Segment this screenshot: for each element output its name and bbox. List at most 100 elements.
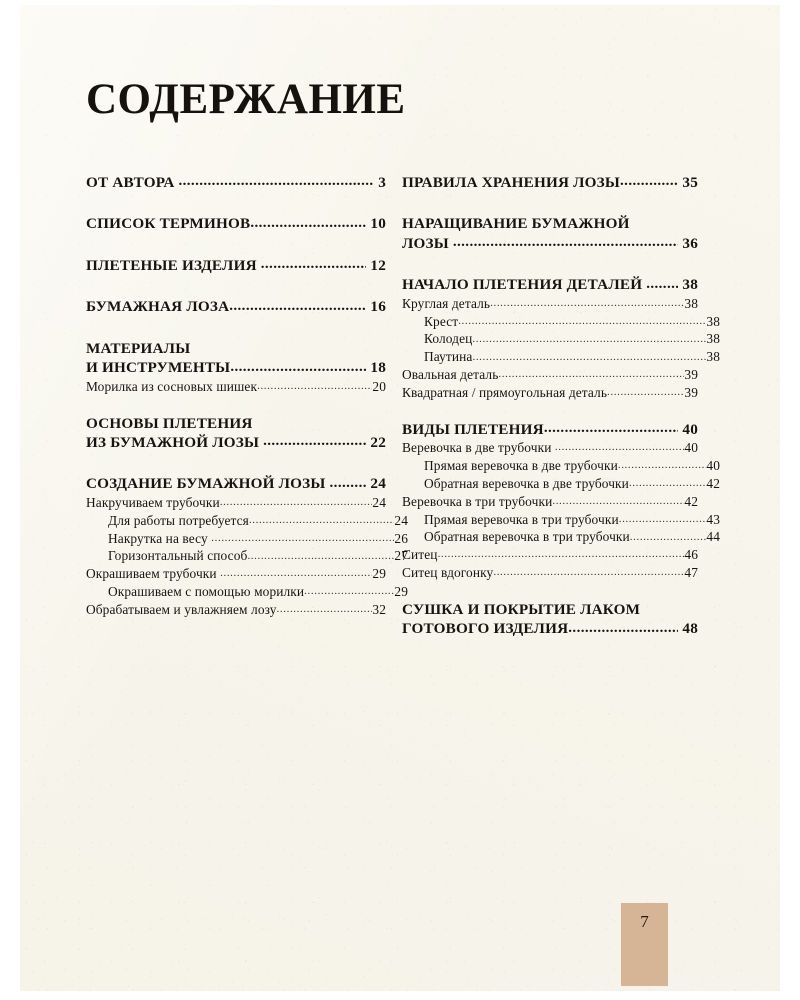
toc-entry-page-number: 12: [370, 256, 386, 274]
toc-entry-sub-level-2[interactable]: Крест...................................…: [402, 313, 720, 331]
toc-entry-label: ПРАВИЛА ХРАНЕНИЯ ЛОЗЫ: [402, 174, 621, 191]
dot-leader: ........................................…: [178, 173, 374, 190]
toc-entry-sub-level-2[interactable]: Колодец.................................…: [402, 330, 720, 348]
toc-entry-sub-level-1[interactable]: Круглая деталь..........................…: [402, 295, 698, 313]
dot-leader: ........................................…: [490, 297, 685, 310]
toc-entry-heading[interactable]: ЛОЗЫ ...................................…: [402, 234, 698, 253]
toc-entry-heading[interactable]: НАЧАЛО ПЛЕТЕНИЯ ДЕТАЛЕЙ ................…: [402, 275, 698, 294]
toc-entry-label: СУШКА И ПОКРЫТИЕ ЛАКОМ: [402, 600, 641, 618]
toc-entry-label: Окрашиваем с помощью морилки: [108, 584, 305, 600]
toc-entry-label: Квадратная / прямоугольная деталь: [402, 384, 608, 400]
page-number-tab: 7: [621, 903, 668, 986]
toc-entry-sub-level-2[interactable]: Прямая веревочка в две трубочки.........…: [402, 457, 720, 475]
toc-entry-sub-level-1[interactable]: Ситец вдогонку..........................…: [402, 564, 698, 582]
toc-entry-sub-level-2[interactable]: Обратная веревочка в две трубочки.......…: [402, 475, 720, 493]
toc-section: БУМАЖНАЯ ЛОЗА...........................…: [86, 297, 386, 316]
toc-entry-heading[interactable]: ПРАВИЛА ХРАНЕНИЯ ЛОЗЫ...................…: [402, 173, 698, 192]
dot-leader: ........................................…: [329, 474, 367, 491]
toc-entry-sub-level-1[interactable]: Веревочка в три трубочки................…: [402, 493, 698, 511]
toc-entry-label: Веревочка в три трубочки: [402, 493, 553, 509]
dot-leader: ........................................…: [211, 531, 395, 544]
toc-entry-page-number: 35: [682, 174, 698, 191]
dot-leader: ........................................…: [554, 441, 684, 454]
toc-entry-page-number: 38: [706, 331, 720, 347]
dot-leader: ........................................…: [220, 567, 372, 580]
toc-entry-label: ОТ АВТОРА: [86, 174, 179, 191]
toc-section: СОЗДАНИЕ БУМАЖНОЙ ЛОЗЫ .................…: [86, 474, 408, 619]
toc-entry-sub-level-2[interactable]: Окрашиваем с помощью морилки............…: [86, 583, 408, 601]
toc-entry-label: ОСНОВЫ ПЛЕТЕНИЯ: [86, 414, 253, 432]
toc-entry-heading[interactable]: ГОТОВОГО ИЗДЕЛИЯ........................…: [402, 619, 698, 638]
toc-entry-label: ВИДЫ ПЛЕТЕНИЯ: [402, 420, 544, 438]
toc-entry-label: ГОТОВОГО ИЗДЕЛИЯ: [402, 620, 569, 638]
toc-entry-sub-level-1[interactable]: Ситец...................................…: [402, 546, 698, 564]
toc-entry-label: СПИСОК ТЕРМИНОВ: [86, 215, 251, 233]
toc-entry-label: БУМАЖНАЯ ЛОЗА: [86, 298, 230, 316]
toc-entry-label: Прямая веревочка в три трубочки: [424, 511, 619, 527]
toc-entry-page-number: 22: [370, 434, 386, 451]
toc-entry-sub-level-1[interactable]: Квадратная / прямоугольная деталь.......…: [402, 384, 698, 402]
dot-leader: ........................................…: [543, 420, 679, 437]
toc-entry-page-number: 29: [372, 566, 386, 582]
dot-leader: ........................................…: [620, 173, 679, 190]
toc-entry-heading[interactable]: СОЗДАНИЕ БУМАЖНОЙ ЛОЗЫ .................…: [86, 474, 386, 493]
toc-entry-page-number: 29: [394, 584, 408, 600]
toc-entry-page-number: 38: [706, 349, 720, 365]
toc-entry-heading-line[interactable]: НАРАЩИВАНИЕ БУМАЖНОЙ: [402, 214, 698, 233]
toc-entry-label: Круглая деталь: [402, 295, 491, 311]
toc-entry-page-number: 24: [394, 512, 408, 528]
toc-entry-label: Паутина: [424, 349, 473, 365]
dot-leader: ........................................…: [247, 549, 395, 562]
toc-entry-heading[interactable]: ПЛЕТЕНЫЕ ИЗДЕЛИЯ .......................…: [86, 256, 386, 275]
dot-leader: ........................................…: [229, 297, 367, 314]
toc-entry-page-number: 48: [682, 620, 698, 638]
toc-entry-label: Колодец: [424, 331, 473, 347]
toc-entry-heading[interactable]: СПИСОК ТЕРМИНОВ.........................…: [86, 214, 386, 233]
toc-entry-label: СОЗДАНИЕ БУМАЖНОЙ ЛОЗЫ: [86, 475, 330, 493]
toc-entry-page-number: 40: [682, 420, 698, 438]
toc-entry-sub-level-2[interactable]: Горизонтальный способ...................…: [86, 547, 408, 565]
toc-entry-sub-level-2[interactable]: Обратная веревочка в три трубочки.......…: [402, 528, 720, 546]
toc-entry-sub-level-1[interactable]: Веревочка в две трубочки ...............…: [402, 439, 698, 457]
toc-entry-sub-level-1[interactable]: Овальная деталь.........................…: [402, 366, 698, 384]
toc-section: НАЧАЛО ПЛЕТЕНИЯ ДЕТАЛЕЙ ................…: [402, 275, 720, 402]
toc-entry-sub-level-2[interactable]: Накрутка на весу .......................…: [86, 530, 408, 548]
toc-entry-heading-line[interactable]: ОСНОВЫ ПЛЕТЕНИЯ: [86, 414, 386, 433]
dot-leader: ........................................…: [219, 496, 373, 509]
toc-entry-sub-level-1[interactable]: Обрабатываем и увлажняем лозу...........…: [86, 601, 386, 619]
toc-entry-page-number: 24: [372, 494, 386, 510]
dot-leader: ........................................…: [260, 256, 367, 273]
toc-section: ПРАВИЛА ХРАНЕНИЯ ЛОЗЫ...................…: [402, 173, 698, 192]
toc-entry-heading[interactable]: ОТ АВТОРА ..............................…: [86, 173, 386, 192]
toc-entry-heading[interactable]: ИЗ БУМАЖНОЙ ЛОЗЫ .......................…: [86, 433, 386, 452]
toc-entry-page-number: 40: [706, 458, 720, 474]
toc-entry-sub-level-1[interactable]: Морилка из сосновых шишек...............…: [86, 378, 386, 396]
dot-leader: ........................................…: [568, 619, 678, 636]
dot-leader: ........................................…: [629, 530, 707, 543]
toc-entry-page-number: 39: [684, 384, 698, 400]
toc-entry-sub-level-2[interactable]: Паутина.................................…: [402, 348, 720, 366]
toc-entry-heading[interactable]: БУМАЖНАЯ ЛОЗА...........................…: [86, 297, 386, 316]
toc-entry-page-number: 38: [706, 313, 720, 329]
toc-entry-sub-level-2[interactable]: Для работы потребуется..................…: [86, 512, 408, 530]
toc-entry-label: МАТЕРИАЛЫ: [86, 339, 191, 357]
toc-entry-heading[interactable]: ВИДЫ ПЛЕТЕНИЯ...........................…: [402, 420, 698, 439]
toc-entry-label: Крест: [424, 313, 459, 329]
toc-entry-sub-level-1[interactable]: Окрашиваем трубочки ....................…: [86, 565, 386, 583]
toc-entry-heading[interactable]: И ИНСТРУМЕНТЫ...........................…: [86, 358, 386, 377]
toc-entry-label: Веревочка в две трубочки: [402, 440, 555, 456]
toc-entry-page-number: 47: [684, 565, 698, 581]
toc-entry-sub-level-2[interactable]: Прямая веревочка в три трубочки.........…: [402, 511, 720, 529]
toc-section: ОСНОВЫ ПЛЕТЕНИЯ ИЗ БУМАЖНОЙ ЛОЗЫ ........…: [86, 414, 386, 453]
toc-entry-heading-line[interactable]: СУШКА И ПОКРЫТИЕ ЛАКОМ: [402, 600, 698, 619]
toc-entry-sub-level-1[interactable]: Накручиваем трубочки....................…: [86, 494, 386, 512]
toc-entry-page-number: 42: [706, 475, 720, 491]
dot-leader: ........................................…: [607, 386, 685, 399]
toc-entry-heading-line[interactable]: МАТЕРИАЛЫ: [86, 339, 386, 358]
dot-leader: ........................................…: [250, 214, 367, 231]
toc-entry-page-number: 43: [706, 511, 720, 527]
toc-column-left: ОТ АВТОРА ..............................…: [86, 173, 408, 619]
toc-column-right: ПРАВИЛА ХРАНЕНИЯ ЛОЗЫ...................…: [402, 173, 720, 639]
dot-leader: ........................................…: [263, 433, 366, 450]
toc-entry-label: Овальная деталь: [402, 367, 499, 383]
